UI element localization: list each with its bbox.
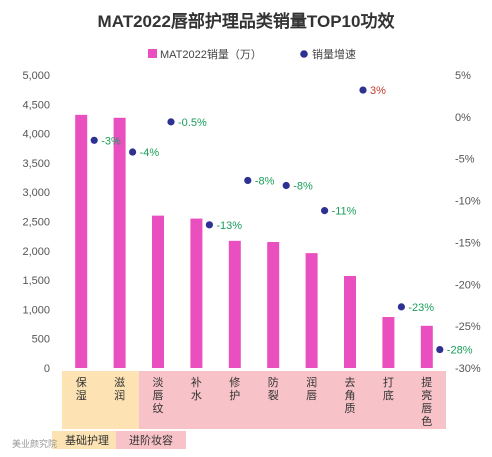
legend-label-rate: 销量增速 xyxy=(312,47,356,61)
y-right-tick: -10% xyxy=(455,196,481,208)
rate-data-label: -0.5% xyxy=(178,117,207,129)
y-right-tick: -20% xyxy=(455,279,481,291)
rate-point xyxy=(359,86,367,94)
rate-point xyxy=(397,303,405,311)
y-right-tick: 5% xyxy=(455,70,471,82)
rate-point xyxy=(129,148,137,156)
bar xyxy=(420,325,433,368)
group-legend-chip-0 xyxy=(52,431,122,449)
watermark-text: 美业颜究院 xyxy=(12,438,57,449)
rate-data-label: -28% xyxy=(447,345,473,357)
rate-data-label: -8% xyxy=(255,175,275,187)
rate-point xyxy=(90,136,98,144)
y-right-tick: -5% xyxy=(455,154,475,166)
category-group-boxes xyxy=(62,371,447,429)
category-label: 滋润 xyxy=(114,376,125,402)
bar xyxy=(228,240,241,368)
y-left-tick: 5,000 xyxy=(22,70,50,82)
rate-data-label: -3% xyxy=(101,135,121,147)
y-left-tick: 4,500 xyxy=(22,99,50,111)
bar-series xyxy=(75,114,433,369)
rate-data-label: -23% xyxy=(408,302,434,314)
category-label: 防裂 xyxy=(268,375,279,402)
rate-data-label: -13% xyxy=(216,220,242,232)
y-axis-right: 5% 0% -5% -10% -15% -20% -25% -30% xyxy=(455,70,481,375)
y-left-tick: 500 xyxy=(32,334,50,346)
category-label: 修护 xyxy=(229,375,240,402)
y-axis-left: 0 500 1,000 1,500 2,000 2,500 3,000 3,500 4,000 4… xyxy=(22,70,50,375)
y-right-tick: -15% xyxy=(455,237,481,249)
rate-point xyxy=(321,207,329,215)
y-left-tick: 1,500 xyxy=(22,275,50,287)
y-left-tick: 3,500 xyxy=(22,158,50,170)
rate-point xyxy=(244,176,252,185)
rate-data-label: -11% xyxy=(332,206,357,218)
rate-point xyxy=(205,221,213,229)
legend-swatch-bar xyxy=(148,49,157,58)
bar xyxy=(75,114,88,369)
category-label: 打底 xyxy=(383,375,394,402)
category-group-box-1 xyxy=(138,371,447,429)
group-legend-chip-1 xyxy=(116,431,186,449)
y-right-tick: -30% xyxy=(455,363,481,375)
y-right-tick: 0% xyxy=(455,112,471,124)
chart-title: MAT2022唇部护理品类销量TOP10功效 xyxy=(98,11,395,31)
rate-point xyxy=(282,181,290,190)
group-legend-label-0: 基础护理 xyxy=(65,433,109,447)
category-label: 保湿 xyxy=(76,375,87,402)
rate-data-label: 3% xyxy=(370,85,386,97)
legend-swatch-rate xyxy=(300,50,308,58)
y-left-tick: 3,000 xyxy=(22,187,50,199)
rate-series: -3% -4% -0.5% -13% -8% -8% -11% 3% -23% -28% xyxy=(90,85,473,357)
legend: MAT2022销量（万） 销量增速 xyxy=(148,47,356,61)
category-label: 润唇 xyxy=(306,375,317,402)
bar xyxy=(113,117,126,368)
bar xyxy=(190,218,203,368)
bar xyxy=(344,275,356,368)
y-left-tick: 1,000 xyxy=(22,304,50,316)
bar xyxy=(305,253,318,368)
group-legend: 基础护理 进阶妆容 xyxy=(52,431,186,449)
category-label: 提亮唇色 xyxy=(421,376,432,428)
category-label: 淡唇纹 xyxy=(153,376,164,415)
group-legend-label-1: 进阶妆容 xyxy=(129,433,173,447)
y-left-tick: 4,000 xyxy=(22,129,50,141)
legend-label-bar: MAT2022销量（万） xyxy=(160,47,262,61)
bar xyxy=(382,317,395,368)
rate-data-label: -8% xyxy=(293,181,313,193)
y-left-tick: 2,500 xyxy=(22,217,50,229)
rate-point xyxy=(167,118,175,126)
category-label: 去角质 xyxy=(345,376,356,415)
y-right-tick: -25% xyxy=(455,321,481,333)
bar xyxy=(152,215,164,368)
y-left-tick: 2,000 xyxy=(22,246,50,258)
rate-point xyxy=(436,345,444,354)
category-group-box-0 xyxy=(62,371,139,429)
y-left-tick: 0 xyxy=(44,363,50,375)
category-label: 补水 xyxy=(191,376,202,402)
rate-data-label: -4% xyxy=(140,147,160,159)
bar xyxy=(267,242,280,368)
